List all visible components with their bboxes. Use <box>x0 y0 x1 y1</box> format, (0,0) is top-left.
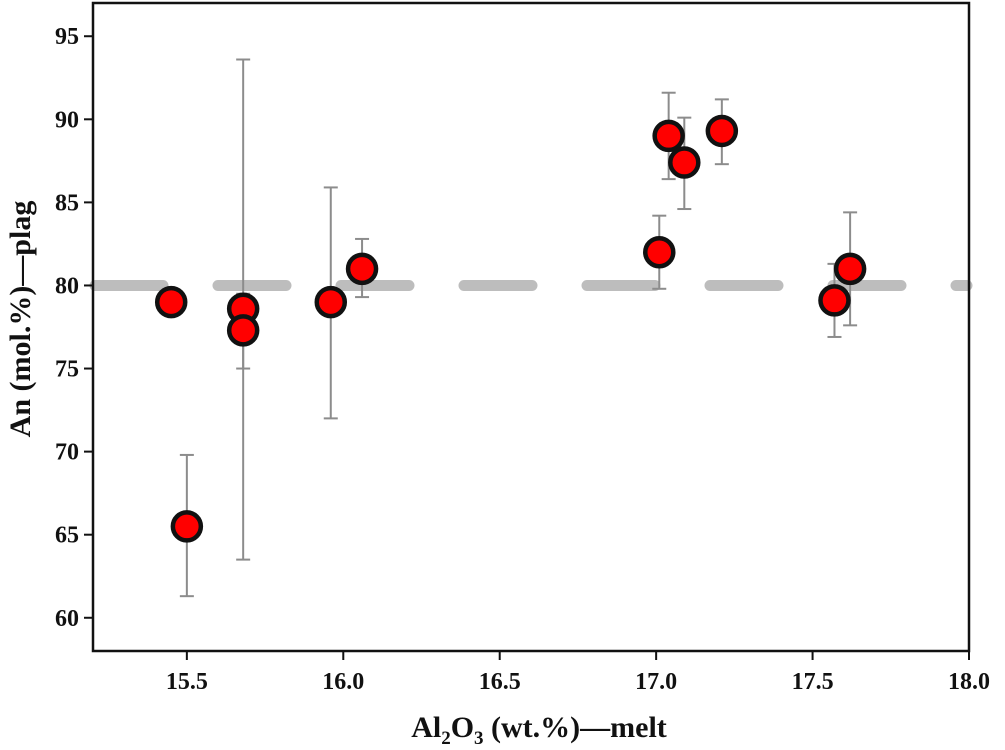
data-point <box>154 285 188 319</box>
y-tick-label: 65 <box>55 523 79 549</box>
data-point <box>170 510 204 543</box>
x-tick-label: 17.0 <box>635 669 677 695</box>
x-tick-label: 17.5 <box>792 669 834 695</box>
x-axis-title: Al2O3 (wt.%)—melt <box>411 711 667 749</box>
y-tick-label: 90 <box>55 107 79 133</box>
data-point <box>652 119 685 153</box>
y-tick-label: 70 <box>55 440 79 466</box>
data-point <box>226 314 260 347</box>
data-point <box>643 235 676 269</box>
x-tick-label: 18.0 <box>948 669 990 695</box>
x-tick-label: 15.5 <box>166 669 208 695</box>
x-title-sub2: 3 <box>474 728 484 749</box>
plot-frame <box>91 1 971 653</box>
data-point <box>818 284 851 317</box>
ticks-layer: 15.5 16.0 16.5 17.0 17.5 18.0 60 65 70 75 80 85 90 95 <box>55 24 990 695</box>
y-tick-label: 95 <box>55 24 79 50</box>
x-tick-label: 16.0 <box>322 669 364 695</box>
x-title-sub1: 2 <box>441 728 451 749</box>
x-tick-label: 16.5 <box>479 669 521 695</box>
x-title-base: Al <box>411 711 441 744</box>
y-tick-label: 75 <box>55 357 79 383</box>
x-title-rest: (wt.%)—melt <box>484 711 667 744</box>
y-tick-label: 85 <box>55 190 79 216</box>
data-point <box>705 114 739 148</box>
y-tick-label: 60 <box>55 606 79 632</box>
data-points-layer <box>154 114 867 543</box>
data-point <box>314 285 348 319</box>
y-axis-title: An (mol.%)—plag <box>4 201 37 438</box>
data-point <box>668 146 701 179</box>
y-tick-label: 80 <box>55 273 79 299</box>
data-point <box>345 252 379 286</box>
data-point <box>833 252 867 286</box>
error-bars-layer <box>179 58 858 598</box>
x-title-mid: O <box>451 711 474 744</box>
